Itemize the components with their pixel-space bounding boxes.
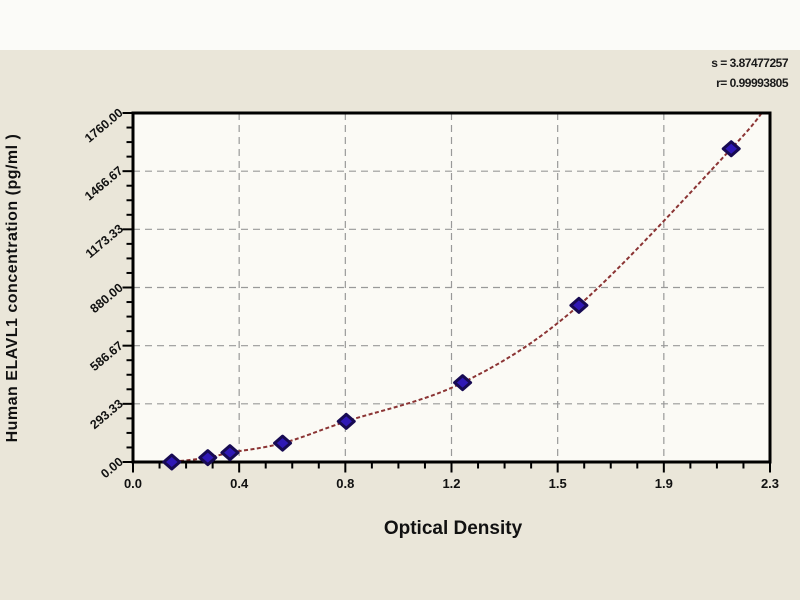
data-point-marker <box>453 374 473 392</box>
data-point-marker <box>336 412 356 430</box>
x-tick-label: 0.0 <box>123 476 143 491</box>
plot-frame <box>131 111 772 464</box>
data-point-marker <box>569 296 589 314</box>
x-tick-label: 1.9 <box>654 476 673 491</box>
fit-s-value: s = 3.87477257 <box>711 56 788 70</box>
x-tick-label: 1.5 <box>548 476 567 491</box>
data-point-marker <box>198 449 218 467</box>
top-margin-strip <box>0 0 800 50</box>
data-point-marker <box>162 453 182 471</box>
data-point-marker <box>273 434 293 452</box>
x-axis-title: Optical Density <box>383 518 523 539</box>
x-tick-label: 1.2 <box>442 476 461 491</box>
data-point-marker <box>721 140 741 158</box>
fit-r-value: r= 0.99993805 <box>716 76 788 90</box>
y-axis-title: Human ELAVL1 concentration (pg/ml ) <box>4 133 21 443</box>
x-tick-label: 0.8 <box>336 476 355 491</box>
x-tick-label: 0.4 <box>230 476 249 491</box>
data-point-marker <box>220 444 240 462</box>
fit-statistics: s = 3.87477257 r= 0.99993805 <box>711 53 788 93</box>
x-tick-label: 2.3 <box>760 476 780 491</box>
